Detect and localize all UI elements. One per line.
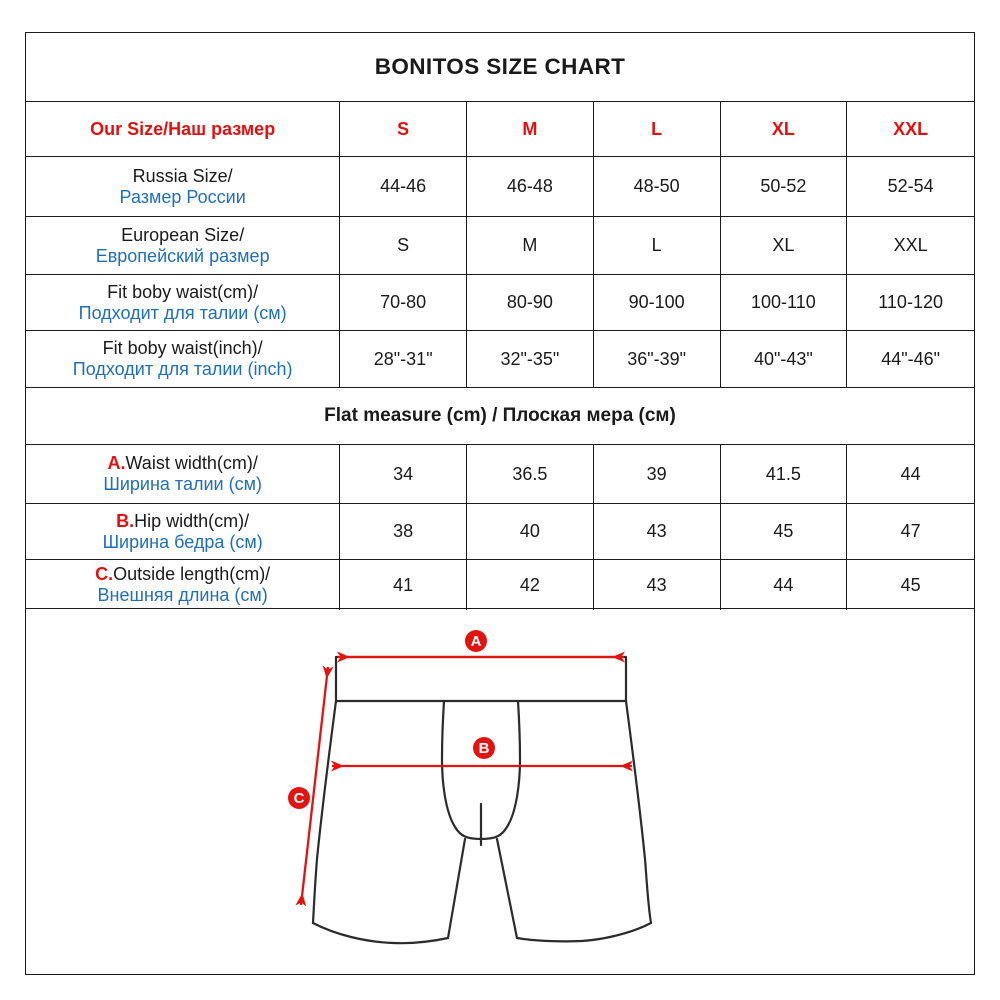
svg-text:B: B (479, 740, 490, 757)
svg-text:A: A (471, 633, 482, 650)
svg-text:C: C (294, 790, 305, 807)
